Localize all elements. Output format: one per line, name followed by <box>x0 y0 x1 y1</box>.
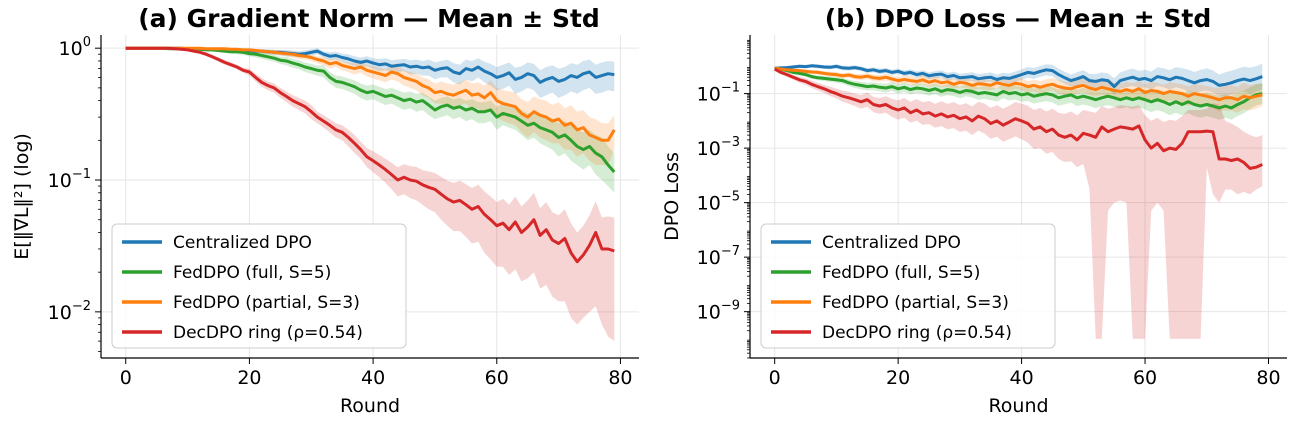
mean-line-series-3 <box>125 46 615 264</box>
x-tick-label: 20 <box>237 367 261 389</box>
legend-entry: FedDPO (full, S=5) <box>173 263 331 283</box>
legend-entry: FedDPO (partial, S=3) <box>822 293 1009 313</box>
y-tick-label: 10−3 <box>697 135 740 160</box>
y-tick-label: 10−9 <box>697 299 740 324</box>
x-tick-label: 40 <box>361 367 385 389</box>
std-band-series-1 <box>125 48 615 193</box>
legend: Centralized DPO FedDPO (full, S=5) FedDPO … <box>111 223 407 349</box>
chart-title: (b) DPO Loss — Mean ± Std <box>825 4 1211 33</box>
x-tick-label: 60 <box>1133 367 1157 389</box>
panel-b-dpo-loss: 0 20 40 60 80 10−1 10−3 10−5 10−7 10−9 (b) DPO Los… <box>661 4 1287 417</box>
x-tick-label: 0 <box>769 367 781 389</box>
y-axis-label: DPO Loss <box>661 152 683 241</box>
legend-entry: DecDPO ring (ρ=0.54) <box>173 323 363 343</box>
x-tick-label: 0 <box>120 367 132 389</box>
mean-line-series-3 <box>773 67 1263 170</box>
legend-entry: FedDPO (full, S=5) <box>822 263 980 283</box>
legend-box <box>111 223 407 349</box>
x-tick-label: 60 <box>485 367 509 389</box>
x-tick-label: 40 <box>1009 367 1033 389</box>
legend-entry: FedDPO (partial, S=3) <box>173 293 360 313</box>
y-tick-label: 10−1 <box>48 167 91 192</box>
std-band-series-2 <box>774 67 1263 113</box>
legend-box <box>760 223 1056 349</box>
legend: Centralized DPO FedDPO (full, S=5) FedDPO … <box>760 223 1056 349</box>
y-tick-label: 10−2 <box>48 299 91 324</box>
x-tick-label: 80 <box>1256 367 1280 389</box>
x-axis-label: Round <box>340 395 400 417</box>
mean-line-series-1 <box>774 66 1263 110</box>
legend-entry: Centralized DPO <box>822 233 961 253</box>
y-tick-label: 10−5 <box>697 190 740 215</box>
plot-area <box>773 63 1263 339</box>
y-tick-label: 10−1 <box>697 81 740 106</box>
panel-a-gradient-norm: 0 20 40 60 80 100 10−1 10−2 (a) Gradient Norm — … <box>11 4 639 417</box>
x-axis-label: Round <box>988 395 1048 417</box>
plot-area <box>125 46 616 342</box>
y-tick-label: 100 <box>59 35 91 60</box>
x-tick-label: 20 <box>886 367 910 389</box>
x-tick-label: 80 <box>608 367 632 389</box>
y-axis-label: E[‖∇L‖²] (log) <box>11 133 33 260</box>
chart-title: (a) Gradient Norm — Mean ± Std <box>138 4 600 33</box>
mean-line-series-2 <box>125 46 616 142</box>
std-band-series-0 <box>125 48 615 98</box>
legend-entry: Centralized DPO <box>173 233 312 253</box>
y-tick-label: 10−7 <box>697 244 740 269</box>
mean-line-series-0 <box>774 64 1263 89</box>
mean-line-series-2 <box>774 66 1263 102</box>
std-band-series-2 <box>125 48 615 166</box>
std-band-series-3 <box>774 67 1263 339</box>
legend-entry: DecDPO ring (ρ=0.54) <box>822 323 1012 343</box>
